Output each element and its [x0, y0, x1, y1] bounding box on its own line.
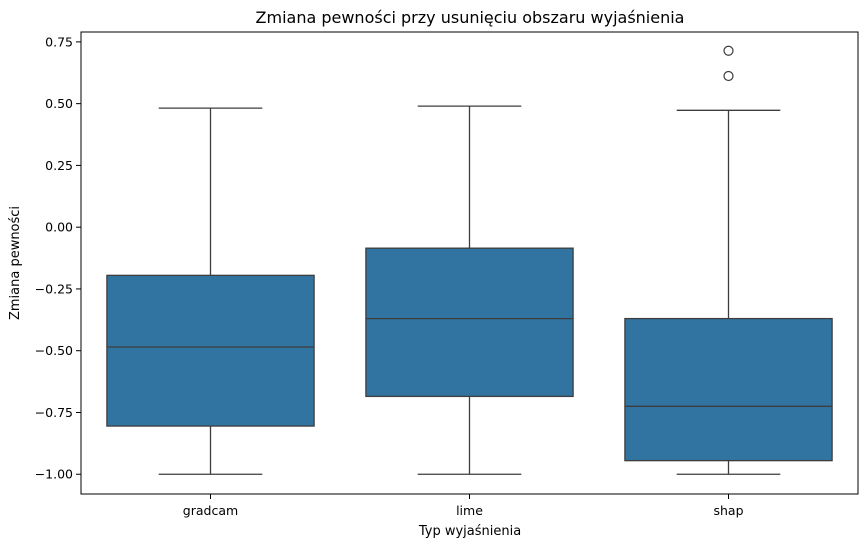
y-tick-label: 0.00	[45, 220, 73, 235]
y-tick-label: 0.75	[45, 34, 73, 49]
y-tick-label: −0.75	[35, 405, 73, 420]
iqr-box	[624, 317, 833, 462]
x-tick-label: gradcam	[183, 503, 238, 518]
x-axis: gradcam lime shap	[183, 494, 744, 518]
y-axis-label: Zmiana pewności	[8, 206, 23, 320]
chart-title: Zmiana pewności przy usunięciu obszaru w…	[256, 8, 685, 27]
box-gradcam	[106, 107, 315, 475]
outlier-point	[723, 45, 734, 56]
y-tick-label: −0.25	[35, 281, 73, 296]
iqr-box	[106, 274, 315, 427]
iqr-box	[365, 247, 574, 398]
y-tick-label: 0.25	[45, 158, 73, 173]
x-axis-label: Typ wyjaśnienia	[418, 524, 521, 539]
y-tick-label: −0.50	[35, 343, 73, 358]
y-tick-label: 0.50	[45, 96, 73, 111]
x-tick-label: shap	[713, 503, 743, 518]
x-tick-label: lime	[456, 503, 483, 518]
box-shap	[624, 45, 833, 475]
y-tick-label: −1.00	[35, 467, 73, 482]
outlier-point	[723, 70, 734, 82]
boxes-layer	[106, 45, 833, 475]
box-lime	[365, 105, 574, 475]
y-axis: −1.00 −0.75 −0.50 −0.25 0.00 0.25 0.50 0.75	[35, 34, 81, 482]
